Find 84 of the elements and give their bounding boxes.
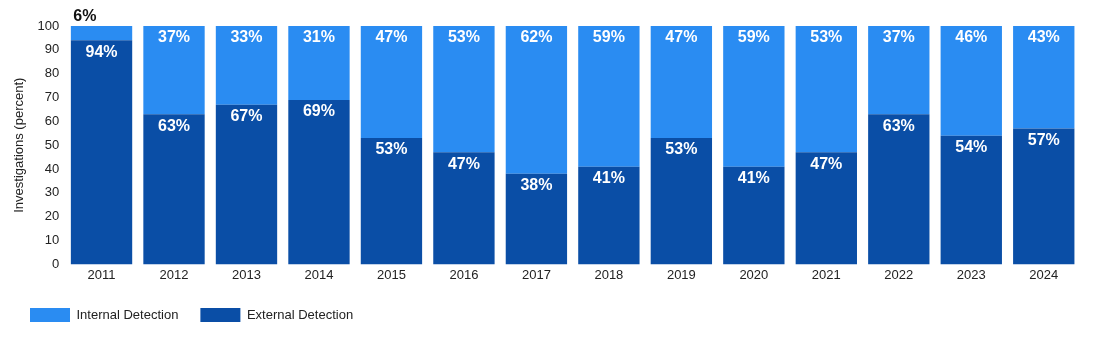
data-label: 59% (592, 28, 625, 46)
data-label: 59% (737, 28, 770, 46)
x-tick-label: 2012 (159, 266, 189, 282)
bar (433, 26, 495, 153)
bar (70, 26, 133, 41)
bar (70, 40, 133, 265)
bar (723, 166, 785, 265)
data-label: 94% (85, 42, 118, 60)
x-tick-label: 2023 (956, 266, 986, 282)
bar (940, 135, 1002, 265)
data-label: 63% (157, 116, 191, 134)
y-tick-label: 40 (44, 160, 60, 176)
x-tick-label: 2011 (87, 266, 116, 282)
bar (940, 26, 1002, 136)
y-tick-label: 70 (44, 89, 60, 105)
data-label: 47% (665, 28, 698, 46)
data-label: 53% (375, 140, 408, 158)
data-label: 37% (882, 28, 915, 46)
data-label: 33% (230, 28, 263, 46)
x-tick-label: 2021 (811, 266, 841, 282)
y-tick-label: 10 (44, 232, 60, 248)
data-label: 47% (447, 154, 480, 172)
y-tick-label: 100 (37, 17, 60, 33)
y-tick-label: 50 (44, 136, 60, 152)
x-tick-label: 2018 (594, 266, 624, 282)
bar (1013, 26, 1075, 129)
data-label: 47% (375, 28, 408, 46)
bar (868, 114, 930, 265)
data-label: 57% (1027, 130, 1060, 148)
y-tick-label: 30 (44, 184, 60, 200)
data-label: 53% (447, 28, 480, 46)
data-label: 41% (592, 169, 625, 187)
data-label: 63% (882, 116, 915, 134)
bar (795, 152, 857, 265)
x-tick-label: 2013 (232, 266, 261, 282)
data-label: 53% (810, 28, 843, 46)
bar (215, 26, 278, 105)
bar (288, 99, 350, 265)
bar (433, 152, 495, 265)
data-label: 37% (157, 28, 191, 46)
x-tick-label: 2014 (304, 266, 334, 282)
y-tick-label: 80 (44, 65, 60, 81)
bar (360, 138, 423, 265)
y-tick-label: 0 (52, 255, 60, 271)
bar (723, 26, 785, 167)
bar (143, 26, 205, 115)
bar (215, 104, 278, 265)
bar (650, 138, 713, 265)
x-tick-label: 2017 (521, 266, 551, 282)
data-label: 31% (302, 28, 335, 46)
data-label: 67% (230, 107, 263, 125)
bar (578, 166, 640, 265)
data-label: 6% (73, 7, 97, 25)
data-label: 46% (955, 28, 988, 46)
legend-label: External Detection (246, 306, 354, 322)
data-label: 43% (1027, 28, 1060, 46)
x-tick-label: 2022 (884, 266, 914, 282)
bar (868, 26, 930, 115)
bar (1013, 128, 1075, 265)
bar (795, 26, 857, 153)
data-label: 54% (955, 138, 988, 156)
data-label: 69% (302, 102, 335, 120)
y-tick-label: 20 (44, 208, 60, 224)
data-label: 47% (810, 154, 843, 172)
x-tick-label: 2016 (449, 266, 479, 282)
x-tick-label: 2015 (376, 266, 406, 282)
data-label: 53% (665, 140, 698, 158)
bar (143, 114, 205, 265)
y-tick-label: 60 (44, 112, 60, 128)
bar (505, 26, 568, 174)
legend-label: Internal Detection (76, 306, 179, 322)
x-tick-label: 2020 (739, 266, 769, 282)
bar (288, 26, 350, 100)
data-label: 38% (520, 176, 553, 194)
bar (650, 26, 713, 139)
bar (578, 26, 640, 167)
x-tick-label: 2019 (666, 266, 696, 282)
data-label: 62% (520, 28, 553, 46)
data-label: 41% (737, 169, 770, 187)
x-tick-label: 2024 (1029, 266, 1059, 282)
bar (360, 26, 423, 139)
y-tick-label: 90 (44, 41, 60, 57)
bar (505, 173, 568, 265)
y-axis-title: Investigations (percent) (11, 77, 27, 213)
